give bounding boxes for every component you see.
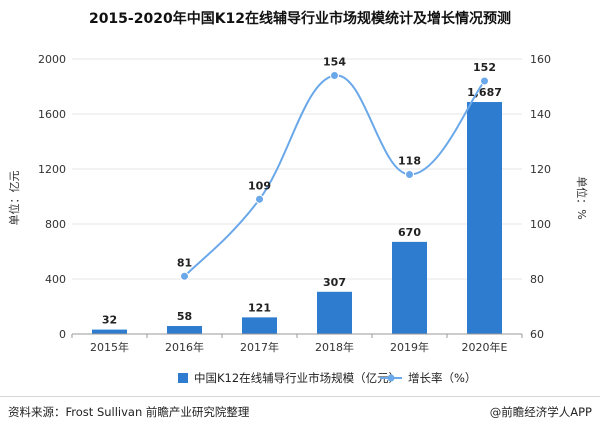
growth-line [183,74,486,277]
bar [467,102,502,334]
bar [167,326,202,334]
brand-credit: @前瞻经济学人APP [489,405,592,419]
line-data-label: 154 [323,56,346,69]
bar [317,291,352,334]
line-data-label: 81 [177,256,192,269]
x-tick-label: 2018年 [315,340,354,354]
bar-data-label: 32 [102,314,117,327]
legend-bar-label: 中国K12在线辅导行业市场规模（亿元） [194,371,400,385]
bar [392,241,427,334]
left-axis: 0 400 800 1200 1600 2000 [38,53,66,341]
x-tick-label: 2019年 [390,340,429,354]
line-data-label: 109 [248,179,271,192]
line-data-label: 152 [473,61,496,74]
right-tick-label: 80 [530,273,544,286]
chart-title: 2015-2020年中国K12在线辅导行业市场规模统计及增长情况预测 [88,11,512,27]
left-tick-label: 800 [45,218,66,231]
bar-data-label: 121 [248,301,271,314]
bar [242,317,277,334]
line-point [330,71,339,80]
bar [92,329,127,334]
right-tick-label: 140 [530,108,551,121]
left-tick-label: 2000 [38,53,66,66]
source-note: 资料来源：Frost Sullivan 前瞻产业研究院整理 [8,405,250,419]
right-tick-label: 60 [530,328,544,341]
right-axis: 60 80 100 120 140 160 [530,53,551,341]
left-tick-label: 400 [45,273,66,286]
legend-line-label: 增长率（%） [408,371,476,385]
line-point [255,194,264,204]
bar-series [92,102,502,334]
x-tick-label: 2016年 [165,340,204,354]
bar-data-label: 58 [177,310,192,323]
right-axis-label: 单位：% [575,176,589,219]
bar-data-label: 1,687 [467,86,502,99]
left-axis-label: 单位：亿元 [7,171,21,226]
bar-data-label: 670 [398,226,421,239]
x-tick-label: 2015年 [90,340,129,354]
line-point [405,170,414,179]
footer-divider [0,396,600,397]
x-axis: 2015年 2016年 2017年 2018年 2019年 2020年E [71,333,523,354]
bar-data-label: 307 [323,276,346,289]
right-tick-label: 120 [530,163,551,176]
left-tick-label: 0 [59,328,66,341]
legend-bar-swatch [178,373,188,383]
line-point [480,76,489,86]
x-tick-label: 2020年E [462,340,508,354]
bar-data-labels: 32 58 121 307 670 1,687 [102,86,502,327]
line-series: 81 109 154 118 152 [177,56,496,281]
left-tick-label: 1200 [38,163,66,176]
legend: 中国K12在线辅导行业市场规模（亿元） 增长率（%） [178,371,476,385]
gridlines [72,58,522,335]
line-point [180,271,189,281]
line-data-label: 118 [398,155,421,168]
legend-line-marker [387,374,395,382]
x-tick-label: 2017年 [240,340,279,354]
right-tick-label: 100 [530,218,551,231]
right-tick-label: 160 [530,53,551,66]
left-tick-label: 1600 [38,108,66,121]
